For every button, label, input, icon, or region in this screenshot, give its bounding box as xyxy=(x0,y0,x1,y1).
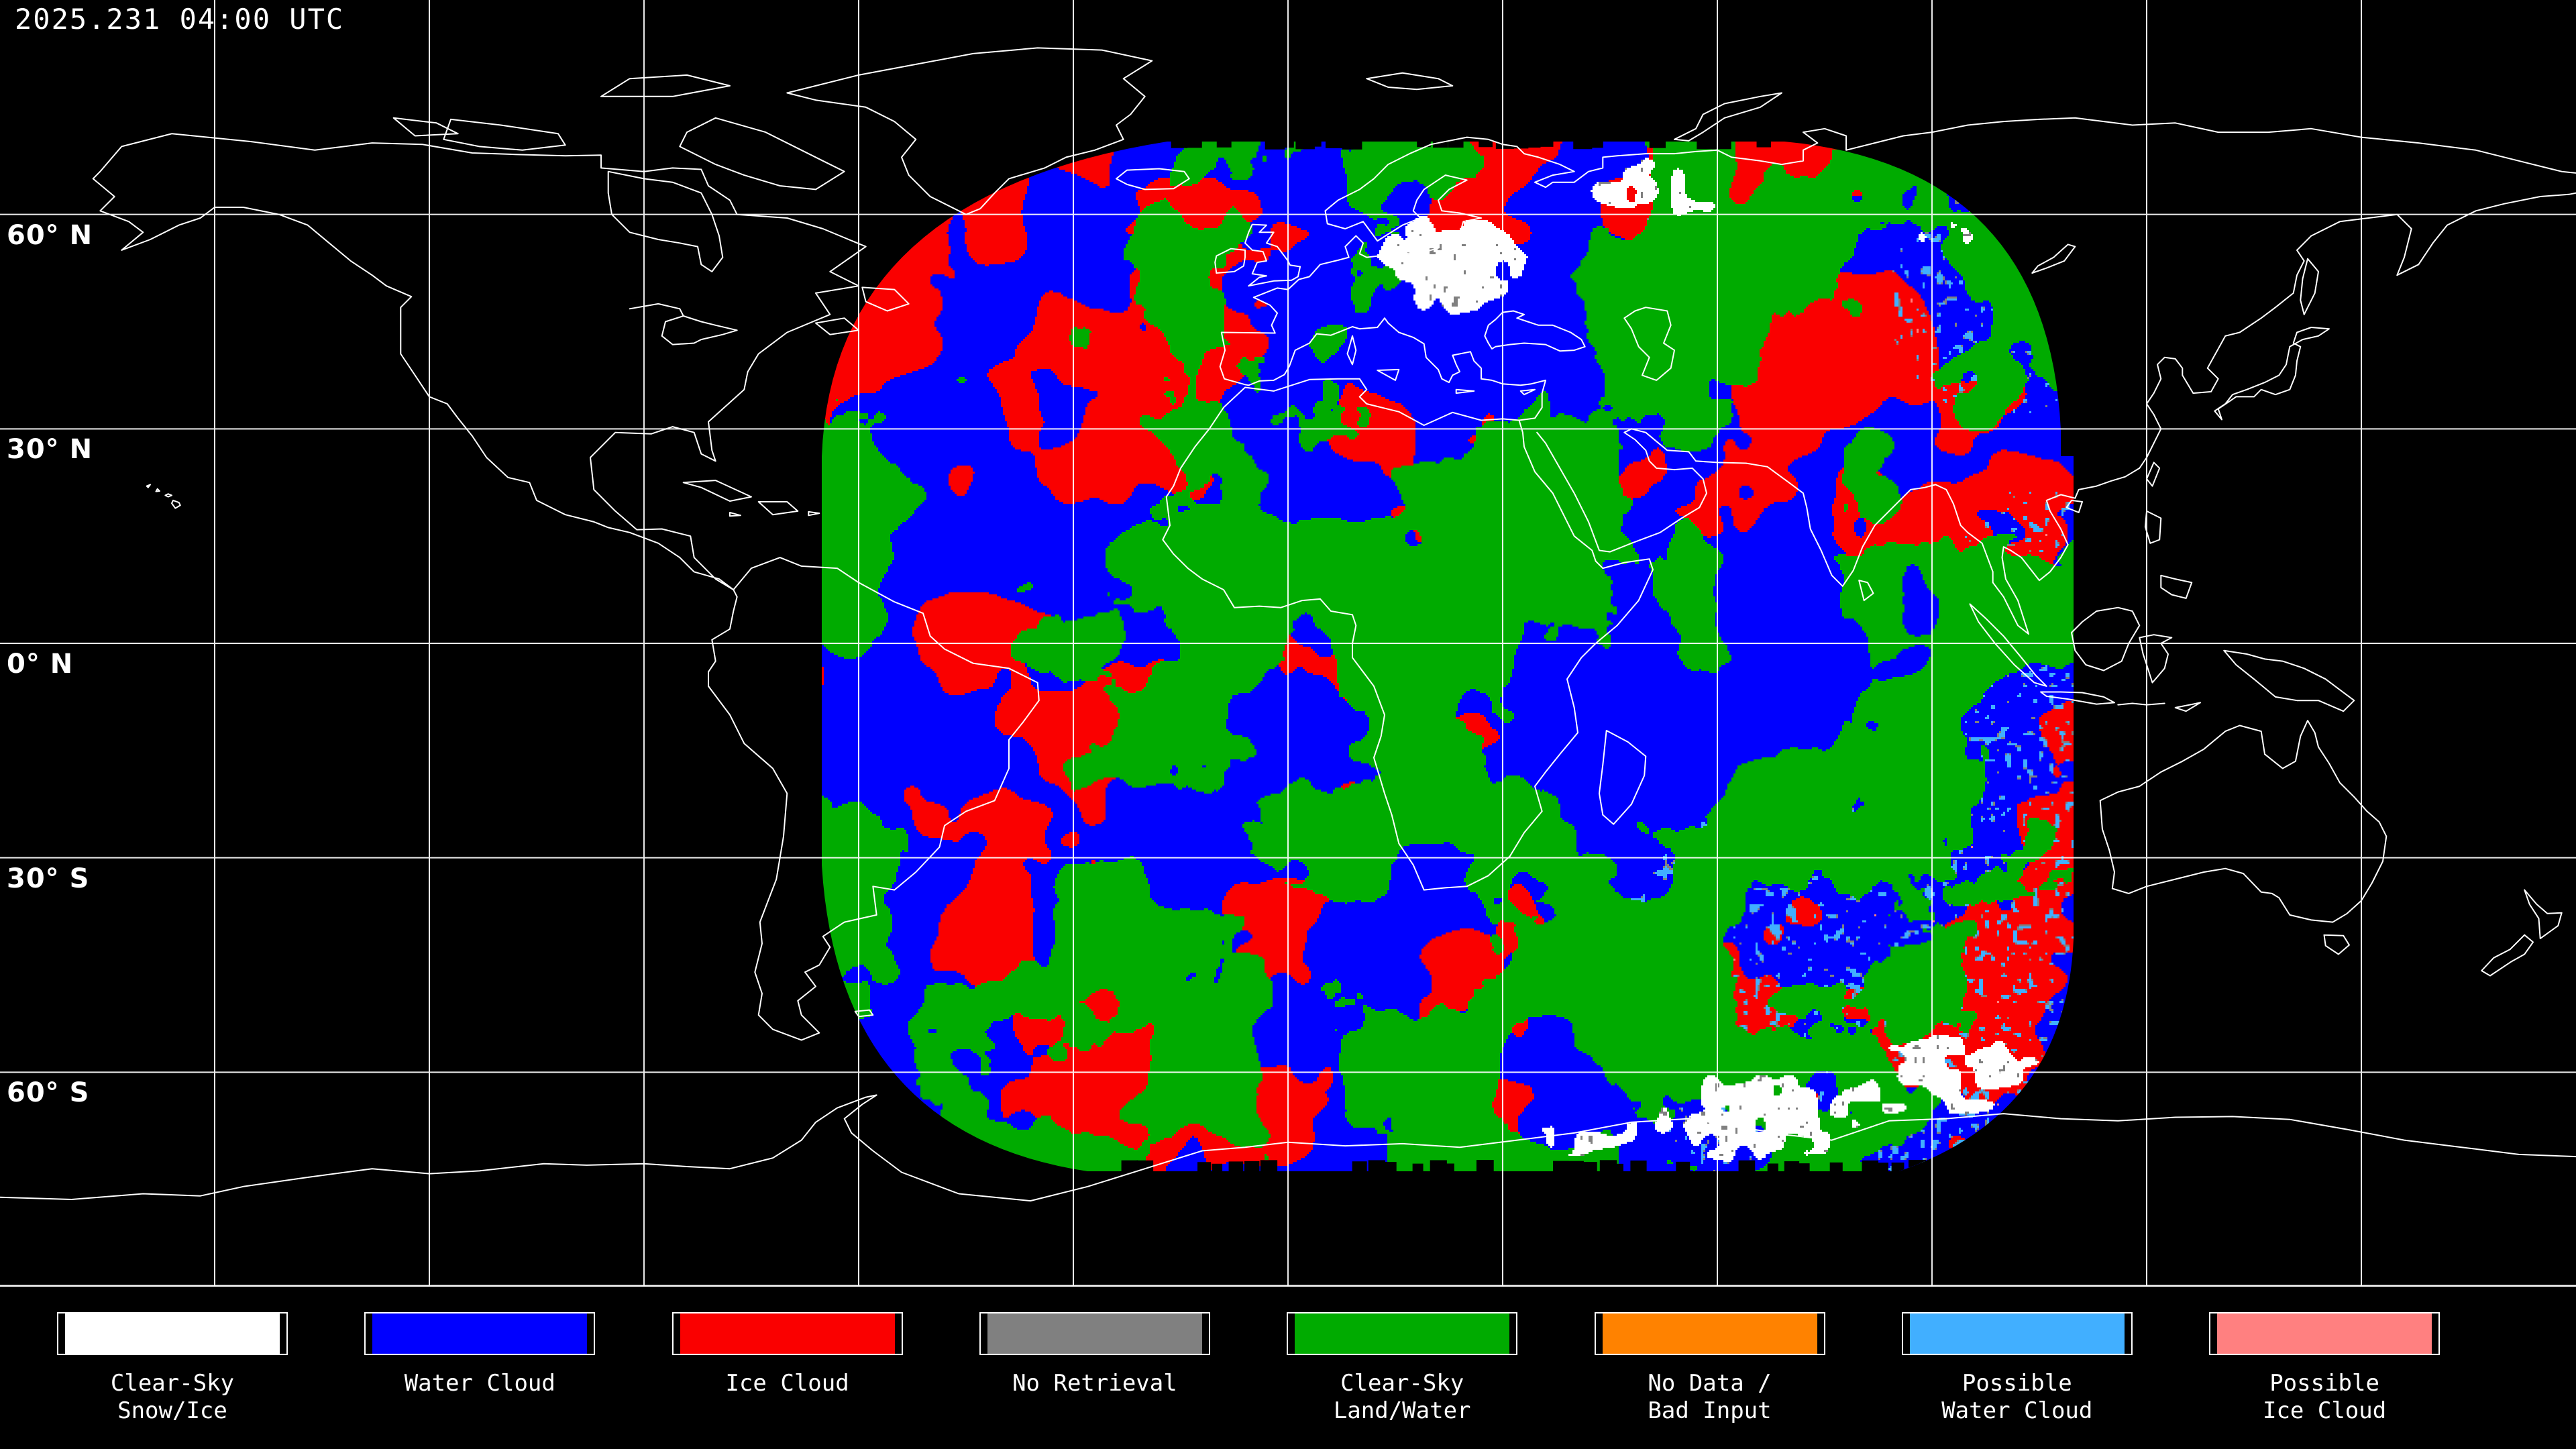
legend: Clear-Sky Snow/Ice Water Cloud Ice Cloud No … xyxy=(0,1287,2576,1449)
legend-swatch-ice_cloud xyxy=(672,1312,903,1355)
legend-swatch-possible_ice_cloud xyxy=(2209,1312,2440,1355)
legend-swatch-clear_sky_land_water xyxy=(1287,1312,1518,1355)
map-area: 2025.231 04:00 UTC 60° N 30° N 0° N 30° S 60… xyxy=(0,0,2576,1287)
legend-item-no_retrieval: No Retrieval xyxy=(979,1312,1210,1397)
legend-swatch-color xyxy=(1602,1313,1817,1354)
lat-label: 60° N xyxy=(7,219,93,251)
legend-label: Possible Water Cloud xyxy=(1941,1370,2093,1424)
legend-swatch-water_cloud xyxy=(364,1312,596,1355)
lat-label: 0° N xyxy=(7,649,74,680)
legend-label: No Retrieval xyxy=(1012,1370,1177,1397)
lat-label: 60° S xyxy=(7,1077,90,1109)
legend-label: Clear-Sky Land/Water xyxy=(1333,1370,1471,1424)
legend-swatch-clear_sky_snow_ice xyxy=(57,1312,288,1355)
legend-label: Possible Ice Cloud xyxy=(2262,1370,2387,1424)
legend-swatch-no_retrieval xyxy=(979,1312,1210,1355)
graticule xyxy=(0,0,2576,1287)
legend-label: Ice Cloud xyxy=(725,1370,849,1397)
legend-swatch-no_data_bad_input xyxy=(1594,1312,1825,1355)
legend-swatch-color xyxy=(1909,1313,2125,1354)
legend-item-possible_water_cloud: Possible Water Cloud xyxy=(1901,1312,2133,1425)
legend-swatch-color xyxy=(2217,1313,2432,1354)
legend-swatch-color xyxy=(65,1313,280,1354)
legend-label: Clear-Sky Snow/Ice xyxy=(110,1370,235,1424)
legend-swatch-color xyxy=(680,1313,895,1354)
legend-label: Water Cloud xyxy=(404,1370,555,1397)
legend-item-ice_cloud: Ice Cloud xyxy=(672,1312,903,1397)
lat-label: 30° S xyxy=(7,863,90,894)
coastlines xyxy=(0,47,2576,1202)
legend-swatch-color xyxy=(987,1313,1202,1354)
legend-label: No Data / Bad Input xyxy=(1648,1370,1772,1424)
timestamp: 2025.231 04:00 UTC xyxy=(15,3,345,36)
legend-item-no_data_bad_input: No Data / Bad Input xyxy=(1594,1312,1825,1425)
legend-item-possible_ice_cloud: Possible Ice Cloud xyxy=(2209,1312,2440,1425)
legend-swatch-possible_water_cloud xyxy=(1901,1312,2133,1355)
legend-item-clear_sky_snow_ice: Clear-Sky Snow/Ice xyxy=(57,1312,288,1425)
map-overlay xyxy=(0,0,2576,1287)
lat-label: 30° N xyxy=(7,434,93,466)
legend-item-clear_sky_land_water: Clear-Sky Land/Water xyxy=(1287,1312,1518,1425)
legend-swatch-color xyxy=(372,1313,588,1354)
legend-swatch-color xyxy=(1295,1313,1510,1354)
legend-item-water_cloud: Water Cloud xyxy=(364,1312,596,1397)
